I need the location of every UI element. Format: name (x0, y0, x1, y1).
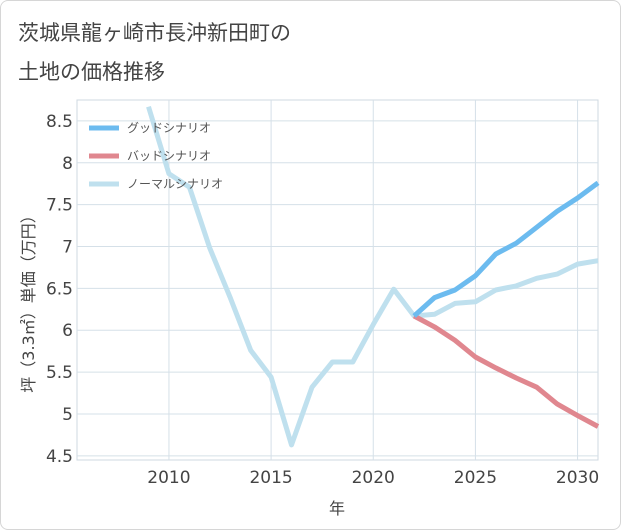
y-tick-label: 7 (62, 238, 73, 258)
y-axis-label: 坪（3.3㎡）単価（万円） (19, 207, 38, 392)
y-tick-label: 4.5 (46, 447, 73, 467)
legend-label: ノーマルシナリオ (127, 177, 223, 191)
x-axis-label: 年 (329, 499, 345, 518)
y-tick-label: 5 (62, 405, 73, 425)
x-tick-label: 2020 (352, 468, 395, 488)
chart-title-line2: 土地の価格推移 (18, 60, 165, 84)
y-tick-label: 7.5 (46, 196, 73, 216)
y-tick-label: 8.5 (46, 112, 73, 132)
y-tick-label: 8 (62, 154, 73, 174)
legend-label: グッドシナリオ (127, 121, 211, 135)
series-line-1 (412, 180, 600, 318)
series-line-3 (146, 105, 599, 448)
x-tick-label: 2015 (249, 468, 292, 488)
x-tick-label: 2025 (454, 468, 497, 488)
y-tick-label: 6 (62, 321, 73, 341)
chart-title-line1: 茨城県龍ヶ崎市長沖新田町の (18, 21, 291, 45)
axis-ticks: 2010 2015 2020 2025 2030 4.5 5 5.5 6 6.5 7 7.5 8 8.5 (46, 112, 599, 488)
series-line-2 (412, 313, 600, 429)
y-tick-label: 6.5 (46, 279, 73, 299)
y-tick-label: 5.5 (46, 363, 73, 383)
x-tick-label: 2010 (147, 468, 190, 488)
x-tick-label: 2030 (556, 468, 599, 488)
legend-label: バッドシナリオ (127, 149, 211, 163)
series-lines (146, 105, 600, 448)
